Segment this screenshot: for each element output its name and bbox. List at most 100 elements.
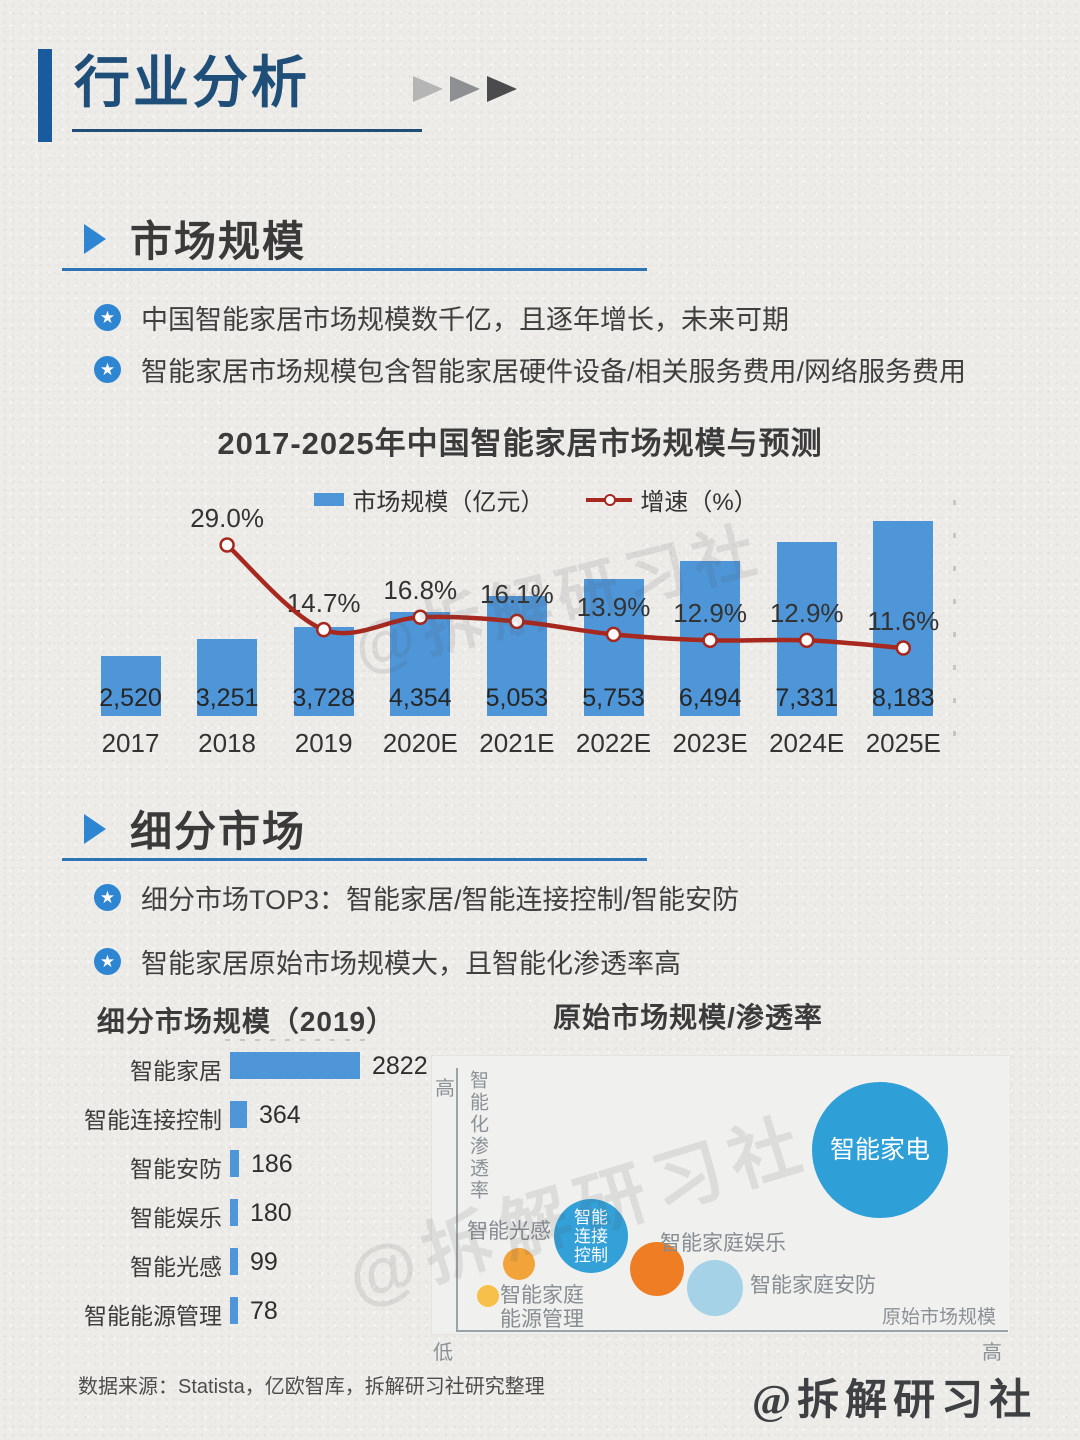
x-axis-year-label: 2023E [672, 728, 748, 758]
author-signature: @拆解研习社 [752, 1378, 1038, 1424]
x-axis-year-label: 2017 [101, 728, 160, 758]
segment-bar [230, 1052, 360, 1079]
bubble-with-label: 智能 连接 控制 [554, 1199, 628, 1273]
section-1-triangle-icon [84, 224, 106, 254]
arrow-right-icon [413, 76, 443, 102]
arrow-right-icon [487, 76, 517, 102]
axis-ticks [225, 1039, 365, 1041]
x-axis-year-label: 2020E [382, 728, 458, 758]
bar-value-label: 7,331 [775, 684, 838, 712]
header-underline [72, 129, 422, 132]
x-axis-year-label: 2025E [865, 728, 941, 758]
segment-label: 智能娱乐 [130, 1205, 222, 1231]
star-bullet-icon: ★ [94, 884, 121, 911]
x-axis-year-label: 2021E [479, 728, 555, 758]
star-bullet-icon: ★ [94, 948, 121, 975]
line-marker [702, 632, 718, 649]
market-size-bar [873, 521, 934, 716]
bar-value-label: 2,520 [99, 684, 162, 712]
x-axis-year-label: 2018 [198, 728, 257, 758]
segment-label: 智能安防 [130, 1156, 222, 1182]
market-size-bar [390, 612, 451, 716]
growth-percent-label: 16.1% [480, 579, 554, 610]
growth-percent-label: 16.8% [383, 575, 458, 606]
x-axis-title: 原始市场规模 [881, 1307, 996, 1328]
bubble-point [687, 1260, 743, 1316]
combo-chart-plot-area: 2,520 2017 3,251 2018 3,728 2019 4,354 2020E 5,0… [60, 470, 1040, 775]
bullet-text: 中国智能家居市场规模数千亿，且逐年增长，未来可期 [141, 305, 789, 335]
line-marker [412, 609, 429, 625]
y-axis-title: 智能化渗透率 [467, 1070, 488, 1202]
line-marker [798, 632, 815, 649]
combo-chart-title: 2017-2025年中国智能家居市场规模与预测 [217, 426, 823, 461]
segment-bar-chart: 细分市场规模（2019） 智能家居 2822 智能连接控制 364 智能安防 186 智能娱… [60, 995, 432, 1345]
bullet-text: 细分市场TOP3：智能家居/智能连接控制/智能安防 [141, 885, 740, 915]
bullet-item: ★ 智能家居市场规模包含智能家居硬件设备/相关服务费用/网络服务费用 [94, 356, 1034, 388]
bubble-label: 智能家庭安防 [750, 1274, 876, 1297]
line-marker [315, 621, 332, 638]
x-axis-year-label: 2022E [575, 728, 652, 758]
bubble-label: 智能家庭娱乐 [660, 1232, 786, 1255]
segment-bar [230, 1101, 247, 1128]
legend-item-line: 增速（%） [586, 482, 758, 517]
bullet-item: ★ 中国智能家居市场规模数千亿，且逐年增长，未来可期 [94, 304, 1034, 336]
market-size-bar [583, 579, 644, 716]
header-accent-bar [38, 49, 52, 142]
segment-label: 智能连接控制 [84, 1107, 222, 1133]
bar-value-label: 3,251 [195, 684, 259, 712]
market-size-bar [100, 656, 161, 716]
bubble-point [503, 1248, 535, 1280]
x-axis-line [456, 1330, 1008, 1332]
line-marker [219, 537, 235, 553]
legend-item-bar: 市场规模（亿元） [314, 482, 544, 517]
bubble-point [630, 1242, 684, 1296]
bubble-label: 智能家庭 能源管理 [500, 1284, 584, 1331]
bar-value-label: 5,053 [485, 684, 549, 712]
segment-label: 智能家居 [130, 1058, 222, 1084]
page-title: 行业分析 [74, 51, 310, 114]
arrow-right-icon [450, 76, 480, 102]
bar-legend-swatch-icon [314, 493, 345, 506]
segment-bar [230, 1199, 238, 1226]
bar-value-label: 8,183 [872, 684, 935, 712]
segment-value-label: 99 [250, 1248, 278, 1276]
x-axis-year-label: 2019 [294, 728, 353, 758]
section-1-underline [62, 268, 647, 271]
bar-value-label: 3,728 [292, 684, 355, 712]
secondary-axis-ticks [953, 500, 956, 744]
segment-value-label: 78 [250, 1297, 278, 1325]
bullet-item: ★ 细分市场TOP3：智能家居/智能连接控制/智能安防 [94, 884, 1034, 916]
bar-value-label: 6,494 [678, 684, 742, 712]
star-bullet-icon: ★ [94, 356, 121, 383]
y-axis-line [456, 1068, 458, 1332]
growth-percent-label: 12.9% [769, 598, 844, 629]
line-marker [605, 626, 622, 643]
bubble-chart-panel: 高 智能化渗透率 原始市场规模 低 高 智能家电 智能 连接 控制 智能光感 智能家庭… [432, 1056, 1010, 1364]
line-marker [895, 640, 912, 656]
bar-value-label: 4,354 [389, 684, 452, 712]
line-legend-marker-icon [586, 493, 633, 506]
section-2-underline [62, 858, 647, 861]
market-size-bar [776, 542, 837, 716]
section-1-title: 市场规模 [130, 218, 307, 265]
y-axis-high-label: 高 [435, 1078, 455, 1100]
market-size-bar [197, 639, 258, 716]
growth-percent-label: 13.9% [576, 592, 651, 623]
bubble-with-label: 智能家电 [812, 1082, 948, 1218]
star-bullet-icon: ★ [94, 304, 121, 331]
segment-value-label: 364 [259, 1101, 301, 1129]
x-axis-year-label: 2024E [769, 728, 845, 758]
bubble-chart-title: 原始市场规模/渗透率 [553, 1002, 823, 1033]
segment-value-label: 180 [250, 1199, 292, 1227]
line-marker [509, 613, 525, 630]
growth-percent-label: 11.6% [867, 606, 940, 637]
growth-percent-label: 12.9% [673, 598, 747, 629]
legend-label: 市场规模（亿元） [352, 489, 545, 516]
combo-chart-legend: 市场规模（亿元） 增速（%） [0, 482, 1072, 517]
x-axis-low-label: 低 [433, 1342, 453, 1364]
section-2-triangle-icon [84, 814, 106, 844]
bullet-text: 智能家居原始市场规模大，且智能化渗透率高 [141, 949, 681, 979]
data-source-note: 数据来源：Statista，亿欧智库，拆解研习社研究整理 [78, 1376, 545, 1398]
segment-value-label: 2822 [372, 1052, 428, 1080]
legend-label: 增速（%） [640, 489, 758, 516]
